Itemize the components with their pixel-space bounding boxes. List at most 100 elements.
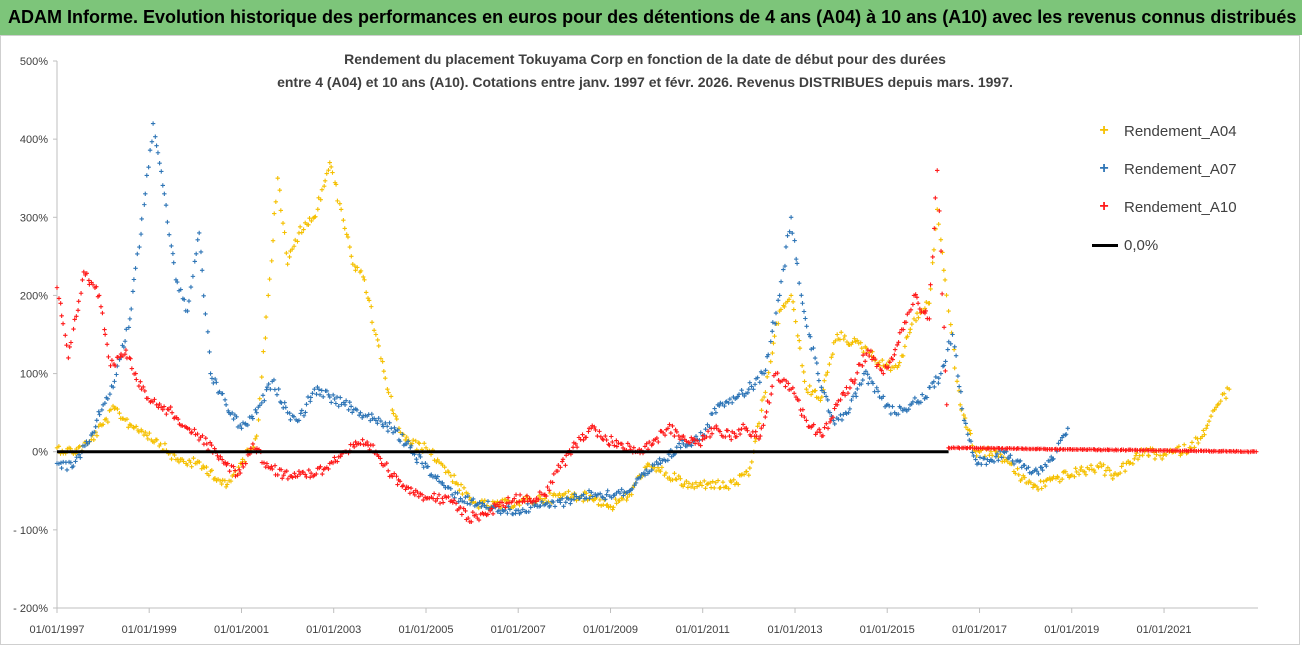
scatter-mark bbox=[463, 494, 468, 500]
scatter-mark bbox=[769, 391, 774, 397]
scatter-mark bbox=[350, 410, 355, 415]
scatter-mark bbox=[933, 195, 938, 201]
scatter-mark bbox=[586, 488, 592, 493]
scatter-mark bbox=[943, 368, 948, 374]
scatter-mark bbox=[1118, 470, 1123, 476]
scatter-mark bbox=[231, 464, 236, 469]
scatter-mark bbox=[574, 494, 579, 499]
scatter-mark bbox=[209, 468, 214, 473]
scatter-mark bbox=[836, 417, 841, 422]
scatter-mark bbox=[93, 424, 98, 430]
scatter-mark bbox=[212, 446, 217, 451]
scatter-mark bbox=[68, 340, 74, 345]
scatter-mark bbox=[154, 143, 159, 148]
scatter-mark bbox=[273, 199, 279, 205]
scatter-mark bbox=[841, 336, 846, 342]
scatter-mark bbox=[968, 431, 973, 436]
y-tick-label: 0% bbox=[32, 447, 48, 459]
scatter-mark bbox=[933, 374, 939, 380]
scatter-mark bbox=[72, 317, 77, 322]
scatter-mark bbox=[822, 425, 827, 430]
scatter-mark bbox=[906, 407, 911, 412]
scatter-mark bbox=[114, 372, 119, 377]
scatter-mark bbox=[642, 444, 648, 449]
scatter-mark bbox=[800, 407, 806, 412]
scatter-mark bbox=[306, 222, 311, 227]
data-point bbox=[946, 308, 951, 314]
scatter-mark bbox=[280, 220, 286, 226]
scatter-mark bbox=[278, 208, 284, 213]
scatter-mark bbox=[1221, 391, 1227, 396]
scatter-mark bbox=[375, 337, 380, 343]
scatter-mark bbox=[1045, 476, 1050, 482]
scatter-mark bbox=[147, 430, 152, 436]
scatter-mark bbox=[944, 293, 949, 298]
data-point bbox=[804, 418, 809, 423]
scatter-mark bbox=[476, 505, 481, 511]
scatter-mark bbox=[78, 291, 84, 296]
scatter-mark bbox=[150, 399, 156, 405]
scatter-mark bbox=[117, 357, 122, 362]
data-point bbox=[608, 504, 613, 509]
scatter-mark bbox=[956, 384, 962, 389]
data-point bbox=[423, 445, 429, 451]
scatter-mark bbox=[872, 356, 878, 362]
scatter-mark bbox=[605, 488, 610, 493]
scatter-mark bbox=[303, 410, 308, 415]
scatter-mark bbox=[467, 501, 473, 507]
scatter-mark bbox=[199, 466, 204, 471]
scatter-mark bbox=[801, 369, 806, 375]
scatter-mark bbox=[782, 263, 788, 269]
scatter-mark bbox=[476, 517, 482, 523]
data-point bbox=[239, 426, 244, 431]
scatter-mark bbox=[343, 398, 349, 403]
scatter-mark bbox=[725, 428, 730, 433]
scatter-mark bbox=[619, 487, 624, 492]
scatter-mark bbox=[360, 437, 365, 442]
scatter-mark bbox=[903, 320, 909, 325]
scatter-mark bbox=[667, 422, 672, 427]
scatter-mark bbox=[1063, 432, 1068, 438]
scatter-mark bbox=[1133, 453, 1139, 458]
scatter-mark bbox=[813, 432, 818, 437]
scatter-mark bbox=[302, 472, 308, 477]
scatter-mark bbox=[378, 418, 384, 424]
scatter-mark bbox=[469, 519, 474, 525]
scatter-mark bbox=[662, 432, 668, 438]
scatter-mark bbox=[357, 412, 362, 418]
scatter-mark bbox=[324, 388, 330, 394]
scatter-mark bbox=[849, 397, 854, 403]
scatter-mark bbox=[1083, 472, 1089, 477]
scatter-mark bbox=[537, 489, 543, 495]
scatter-mark bbox=[791, 307, 796, 312]
data-point bbox=[162, 191, 167, 197]
scatter-mark bbox=[121, 344, 127, 350]
data-point bbox=[881, 371, 886, 376]
scatter-mark bbox=[381, 368, 387, 374]
scatter-mark bbox=[124, 416, 130, 422]
scatter-mark bbox=[169, 456, 174, 462]
scatter-mark bbox=[1074, 469, 1079, 475]
scatter-mark bbox=[609, 434, 614, 439]
scatter-mark bbox=[165, 219, 170, 225]
scatter-mark bbox=[948, 322, 953, 327]
scatter-mark bbox=[263, 314, 269, 320]
scatter-mark bbox=[429, 472, 434, 477]
chart-points bbox=[54, 121, 1259, 525]
scatter-mark bbox=[139, 216, 144, 222]
scatter-mark bbox=[313, 214, 318, 219]
scatter-mark bbox=[734, 434, 739, 439]
scatter-mark bbox=[223, 460, 228, 465]
scatter-mark bbox=[657, 456, 662, 461]
scatter-mark bbox=[699, 483, 705, 488]
scatter-mark bbox=[847, 406, 853, 412]
scatter-mark bbox=[994, 451, 1000, 457]
scatter-mark bbox=[687, 440, 693, 445]
data-point bbox=[477, 500, 482, 505]
scatter-mark bbox=[627, 444, 633, 449]
scatter-mark bbox=[280, 476, 285, 481]
scatter-mark bbox=[915, 301, 921, 306]
scatter-mark bbox=[802, 414, 807, 420]
data-point bbox=[935, 168, 940, 173]
scatter-mark bbox=[334, 394, 340, 400]
